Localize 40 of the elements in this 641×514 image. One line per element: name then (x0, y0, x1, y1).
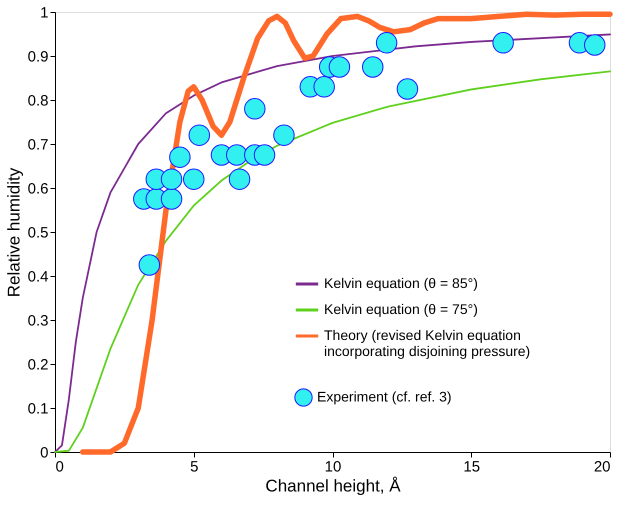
y-tick-label: 0.7 (28, 136, 48, 154)
y-tick-label: 0.5 (28, 224, 48, 242)
point (313, 76, 335, 98)
y-tick-label: 0.9 (28, 48, 48, 66)
x-tick-label: 15 (463, 458, 480, 476)
point (226, 144, 248, 166)
point (160, 188, 182, 210)
legend-label: Theory (revised Kelvin equation incorporating disjoining pressure) (324, 327, 530, 359)
x-axis-title: Channel height, Å (265, 476, 402, 496)
x-tick-label: 0 (56, 458, 64, 476)
legend-label: Kelvin equation (θ = 75°) (324, 301, 478, 317)
point (183, 168, 204, 190)
y-tick-label: 0.2 (28, 356, 48, 374)
point (244, 98, 266, 120)
point (584, 34, 606, 56)
legend-label: Kelvin equation (θ = 85°) (324, 275, 478, 291)
legend-label: Experiment (cf. ref. 3) (317, 388, 452, 404)
point (273, 124, 295, 146)
x-tick-label: 10 (324, 458, 342, 476)
point (169, 146, 191, 168)
x-tick-label: 5 (190, 458, 198, 476)
point (492, 32, 514, 54)
y-tick-label: 0.3 (28, 312, 48, 330)
point (376, 32, 398, 54)
point (188, 124, 210, 146)
point (160, 168, 182, 190)
x-tick-label: 20 (594, 458, 610, 476)
y-tick-label: 0.4 (28, 268, 48, 286)
y-tick-label: 0.8 (28, 92, 48, 110)
y-tick-label: 0 (40, 444, 48, 462)
y-axis-title: Relative humidity (4, 167, 24, 298)
y-tick-label: 0.1 (28, 400, 48, 418)
y-tick-label: 0.6 (28, 180, 48, 198)
point (228, 168, 250, 190)
point (138, 254, 160, 276)
point (254, 144, 276, 166)
point (328, 56, 350, 78)
point (396, 78, 418, 100)
y-tick-label: 1 (40, 4, 48, 22)
point (362, 56, 384, 78)
